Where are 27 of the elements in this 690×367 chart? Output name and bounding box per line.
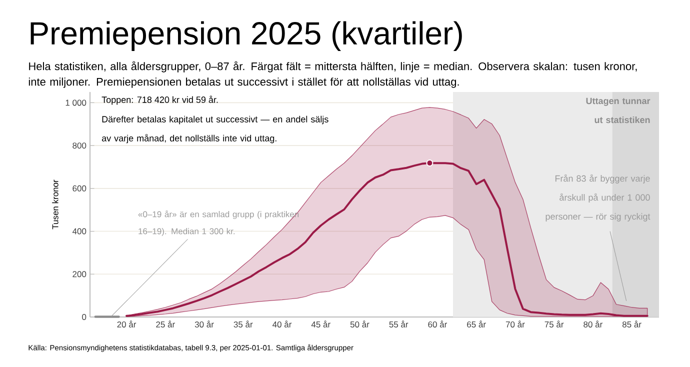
x-tick-label: 30 år (194, 320, 214, 328)
annotation: Därefter betalas kapitalet ut successivt — en andel säljs av varje månad, det nollställs inte vid uttag. (102, 116, 328, 144)
band-label: Från 83 år bygger varje årskull på under 1 000 personer — rör sig ryckigt (546, 174, 650, 222)
y-tick-label: 0 (82, 314, 86, 320)
x-tick-label: 70 år (506, 320, 525, 328)
y-tick-label: 1 000 (66, 100, 86, 106)
chart-title: Premiepension 2025 (kvartiler) (30, 21, 462, 52)
y-tick-label: 400 (72, 228, 86, 234)
x-tick-label: 25 år (156, 320, 175, 328)
x-tick-label: 50 år (350, 320, 370, 328)
x-tick-label: 80 år (584, 320, 602, 328)
y-axis-title: Tusen kronor (52, 180, 58, 230)
x-tick-label: 45 år (311, 320, 330, 328)
band-label: Uttagen tunnar ut statistiken (586, 98, 650, 124)
x-tick-label: 40 år (272, 320, 292, 328)
x-tick-label: 75 år (544, 320, 564, 328)
y-tick-label: 600 (72, 185, 86, 192)
x-tick-label: 20 år (117, 320, 136, 328)
y-tick-label: 200 (72, 271, 86, 278)
y-tick-label: 800 (72, 142, 86, 149)
x-tick-label: 65 år (467, 320, 486, 328)
x-tick-label: 60 år (428, 320, 447, 328)
annotation: Toppen: 718 420 kr vid 59 år. (102, 96, 218, 105)
x-tick-label: 85 år (622, 320, 642, 328)
x-tick-label: 55 år (389, 320, 408, 328)
chart-subtitle: Hela statistiken, alla åldersgrupper, 0–87 år. Färgat fält = mittersta hälften, linje = median. Observera skalan: tusen kronor, inte miljoner. Premiepensionen betalas ut successivt i stället för att nollställas vid uttag. (28, 61, 637, 88)
x-tick-label: 35 år (234, 320, 253, 328)
